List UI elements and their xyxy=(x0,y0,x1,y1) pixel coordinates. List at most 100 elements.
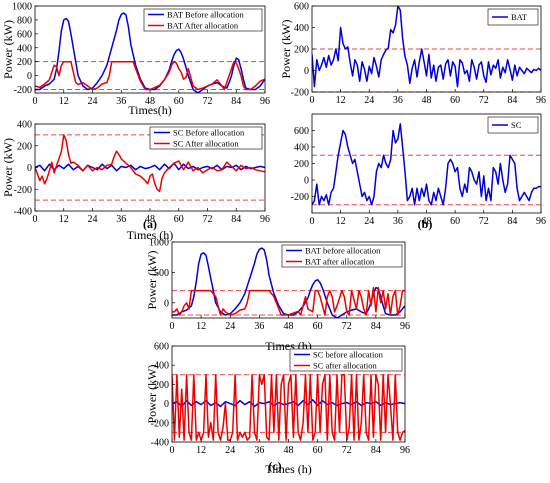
x-tick-label: 36 xyxy=(393,216,403,227)
legend-label: SC Before allocation xyxy=(173,128,245,138)
x-tick-label: 84 xyxy=(507,95,517,106)
chart-c2: 0 12 24 36 48 60 72 84 96 -400 -200 0 200 400 600 Times… xyxy=(145,342,410,477)
legend-label: BAT After allocation xyxy=(167,21,239,31)
y-tick-label: 0 xyxy=(27,71,32,82)
y-tick-label: -200 xyxy=(14,185,32,196)
legend-label: SC before allocation xyxy=(313,350,384,360)
y-tick-label: 200 xyxy=(294,45,309,56)
y-tick-label: 400 xyxy=(294,23,309,34)
x-tick-label: 48 xyxy=(284,321,294,332)
y-tick-label: 400 xyxy=(17,43,32,54)
series-line-blue xyxy=(312,123,541,206)
legend: SC xyxy=(487,116,539,134)
x-tick-label: 96 xyxy=(400,321,410,332)
chart-b2: 0 12 24 36 48 60 72 84 96 -200 0 200 400 600 SC xyxy=(291,113,546,227)
x-tick-label: 60 xyxy=(313,321,323,332)
x-tick-label: 72 xyxy=(479,95,489,106)
legend-label: SC xyxy=(511,120,522,130)
y-tick-label: -200 xyxy=(14,85,32,96)
y-tick-label: 0 xyxy=(164,298,169,309)
y-tick-label: 800 xyxy=(17,15,32,26)
x-tick-label: 84 xyxy=(371,321,381,332)
x-tick-label: 96 xyxy=(260,214,270,225)
x-axis-label: Times (h) xyxy=(265,462,312,476)
x-tick-label: 0 xyxy=(33,96,38,107)
series-line-red xyxy=(35,134,265,193)
chart-a1: 0 12 24 36 48 60 72 84 96-20002004006008001000Ti… xyxy=(1,2,270,118)
x-tick-label: 36 xyxy=(393,95,403,106)
y-tick-label: 400 xyxy=(17,120,32,131)
x-tick-label: 0 xyxy=(170,321,175,332)
y-axis-label: Power (kW) xyxy=(145,365,159,424)
x-tick-label: 96 xyxy=(536,216,546,227)
x-tick-label: 60 xyxy=(174,214,184,225)
x-tick-label: 60 xyxy=(313,445,323,456)
y-tick-label: 0 xyxy=(304,66,309,77)
series-line-blue xyxy=(312,6,541,88)
x-tick-label: 96 xyxy=(400,445,410,456)
y-tick-label: 200 xyxy=(17,141,32,152)
legend-label: SC After allocation xyxy=(173,139,239,149)
x-tick-label: 0 xyxy=(310,216,315,227)
x-tick-label: 48 xyxy=(145,214,155,225)
y-axis-label: Power (kW) xyxy=(145,251,159,310)
x-tick-label: 12 xyxy=(59,214,69,225)
x-tick-label: 60 xyxy=(174,96,184,107)
panel-label: (a) xyxy=(143,217,157,231)
y-axis-label: Power (kW) xyxy=(279,20,293,79)
x-tick-label: 12 xyxy=(336,95,346,106)
x-tick-label: 36 xyxy=(116,214,126,225)
panel-label: (c) xyxy=(268,459,281,473)
legend-label: BAT xyxy=(511,12,528,22)
y-tick-label: -400 xyxy=(151,438,169,449)
x-tick-label: 36 xyxy=(254,445,264,456)
y-tick-label: 600 xyxy=(294,126,309,137)
x-tick-label: 84 xyxy=(231,214,241,225)
x-tick-label: 36 xyxy=(116,96,126,107)
y-tick-label: 1000 xyxy=(149,238,169,249)
y-tick-label: 600 xyxy=(17,29,32,40)
y-tick-label: 600 xyxy=(154,342,169,353)
y-tick-label: -200 xyxy=(291,88,309,99)
x-tick-label: 84 xyxy=(507,216,517,227)
x-tick-label: 12 xyxy=(336,216,346,227)
x-tick-label: 36 xyxy=(254,321,264,332)
x-tick-label: 24 xyxy=(225,321,235,332)
x-tick-label: 72 xyxy=(342,445,352,456)
chart-a2: 0 12 24 36 48 60 72 84 96 -400 -200 0 200 400 Times (h… xyxy=(1,120,270,243)
x-tick-label: 60 xyxy=(450,216,460,227)
y-tick-label: -200 xyxy=(151,418,169,429)
y-tick-label: 0 xyxy=(164,399,169,410)
series-line-blue xyxy=(172,399,405,408)
x-tick-label: 48 xyxy=(284,445,294,456)
y-tick-label: 500 xyxy=(154,268,169,279)
y-axis-label: Power (kW) xyxy=(1,138,15,197)
x-tick-label: 60 xyxy=(450,95,460,106)
x-tick-label: 48 xyxy=(422,216,432,227)
panel-label: (b) xyxy=(418,217,433,231)
x-tick-label: 12 xyxy=(59,96,69,107)
y-tick-label: 0 xyxy=(304,176,309,187)
series-line-red xyxy=(172,286,405,316)
x-tick-label: 12 xyxy=(196,321,206,332)
x-tick-label: 84 xyxy=(371,445,381,456)
legend-label: BAT after allocation xyxy=(305,257,375,267)
x-tick-label: 0 xyxy=(170,445,175,456)
x-tick-label: 48 xyxy=(422,95,432,106)
y-axis-label: Power (kW) xyxy=(1,20,15,79)
x-axis-label: Times(h) xyxy=(128,103,172,117)
x-tick-label: 48 xyxy=(145,96,155,107)
x-tick-label: 0 xyxy=(310,95,315,106)
y-tick-label: -200 xyxy=(291,192,309,203)
y-tick-label: 400 xyxy=(294,143,309,154)
x-tick-label: 96 xyxy=(536,95,546,106)
x-tick-label: 72 xyxy=(203,96,213,107)
legend-label: BAT Before allocation xyxy=(167,10,245,20)
